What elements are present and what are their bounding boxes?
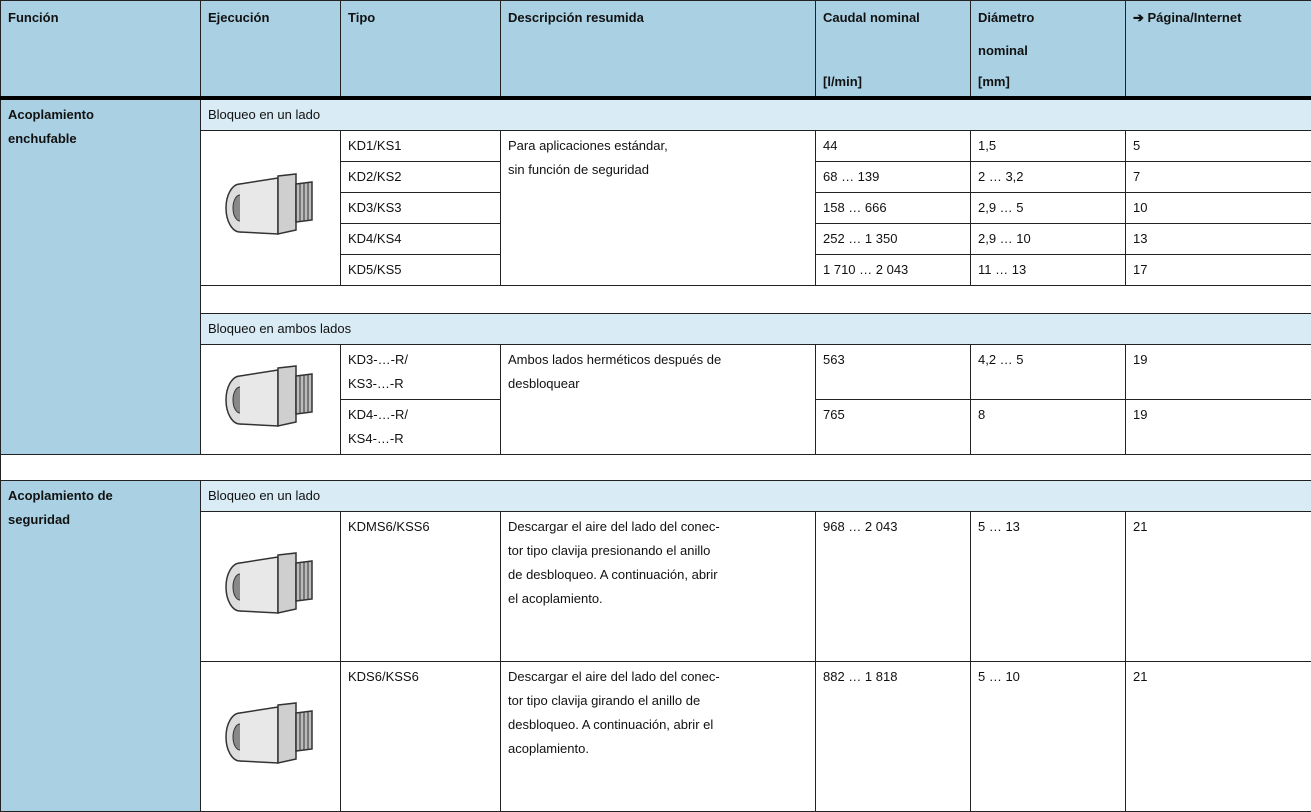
- header-cell: ➔ Página/Internet: [1126, 1, 1311, 99]
- page-cell: 7: [1126, 162, 1311, 193]
- diameter-cell: 2,9 … 5: [971, 193, 1126, 224]
- variant-cell: Bloqueo en un lado: [201, 481, 1311, 512]
- flow-cell: 158 … 666: [816, 193, 971, 224]
- blank-cell: [1, 455, 1311, 481]
- coupling-icon: [216, 164, 326, 244]
- page-cell: 19: [1126, 400, 1311, 455]
- header-cell: Caudal nominal [l/min]: [816, 1, 971, 99]
- flow-cell: 44: [816, 131, 971, 162]
- diameter-cell: 1,5: [971, 131, 1126, 162]
- page-cell: 5: [1126, 131, 1311, 162]
- coupling-icon: [216, 693, 326, 773]
- header-cell: Tipo: [341, 1, 501, 99]
- header-cell: Diámetro nominal [mm]: [971, 1, 1126, 99]
- description-cell: Ambos lados herméticos después de desblo…: [501, 345, 816, 455]
- type-cell: KD4/KS4: [341, 224, 501, 255]
- image-cell: [201, 662, 341, 812]
- type-cell: KD5/KS5: [341, 255, 501, 286]
- flow-cell: 68 … 139: [816, 162, 971, 193]
- diameter-cell: 2,9 … 10: [971, 224, 1126, 255]
- diameter-cell: 2 … 3,2: [971, 162, 1126, 193]
- diameter-cell: 5 … 13: [971, 512, 1126, 662]
- header-label: Diámetro nominal: [978, 1, 1118, 67]
- page-cell: 21: [1126, 662, 1311, 812]
- header-label: Ejecución: [208, 1, 333, 34]
- type-cell: KD1/KS1: [341, 131, 501, 162]
- flow-cell: 968 … 2 043: [816, 512, 971, 662]
- variant-cell: Bloqueo en ambos lados: [201, 314, 1311, 345]
- flow-cell: 765: [816, 400, 971, 455]
- type-cell: KD3/KS3: [341, 193, 501, 224]
- diameter-cell: 4,2 … 5: [971, 345, 1126, 400]
- page-cell: 17: [1126, 255, 1311, 286]
- header-label: ➔ Página/Internet: [1133, 1, 1304, 34]
- type-cell: KDS6/KSS6: [341, 662, 501, 812]
- image-cell: [201, 512, 341, 662]
- page: Acoplamientos {"table": { "header": [ {"…: [0, 0, 1311, 783]
- type-cell: KD3-…-R/ KS3-…-R: [341, 345, 501, 400]
- page-cell: 10: [1126, 193, 1311, 224]
- description-cell: Descargar el aire del lado del conec- to…: [501, 512, 816, 662]
- type-cell: KD4-…-R/ KS4-…-R: [341, 400, 501, 455]
- section-gap: [1, 455, 1311, 481]
- variant-cell: Bloqueo en un lado: [201, 98, 1311, 131]
- header-cell: Función: [1, 1, 201, 99]
- description-cell: Para aplicaciones estándar, sin función …: [501, 131, 816, 286]
- diameter-cell: 5 … 10: [971, 662, 1126, 812]
- header-label: Tipo: [348, 1, 493, 34]
- image-cell: [201, 131, 341, 286]
- type-cell: KD2/KS2: [341, 162, 501, 193]
- page-cell: 19: [1126, 345, 1311, 400]
- function-cell: Acoplamiento de seguridad: [1, 481, 201, 812]
- header-label: Caudal nominal: [823, 1, 963, 34]
- page-body: Función Ejecución Tipo Descripción resumida…: [0, 0, 1311, 783]
- diameter-cell: 11 … 13: [971, 255, 1126, 286]
- header-unit: [mm]: [978, 70, 1010, 94]
- coupling-icon: [216, 356, 326, 436]
- header-unit: [l/min]: [823, 70, 862, 94]
- image-cell: [201, 345, 341, 455]
- header-cell: Ejecución: [201, 1, 341, 99]
- blank-cell: [201, 286, 1311, 314]
- function-cell: Acoplamiento enchufable: [1, 98, 201, 455]
- flow-cell: 1 710 … 2 043: [816, 255, 971, 286]
- flow-cell: 882 … 1 818: [816, 662, 971, 812]
- header-cell: Descripción resumida: [501, 1, 816, 99]
- header-label: Función: [8, 1, 193, 34]
- flow-cell: 252 … 1 350: [816, 224, 971, 255]
- coupling-icon: [216, 543, 326, 623]
- diameter-cell: 8: [971, 400, 1126, 455]
- header-label: Descripción resumida: [508, 1, 808, 34]
- flow-cell: 563: [816, 345, 971, 400]
- page-cell: 13: [1126, 224, 1311, 255]
- table-header: Función Ejecución Tipo Descripción resumida…: [1, 1, 1311, 99]
- header-row: Función Ejecución Tipo Descripción resumida…: [1, 1, 1311, 99]
- type-cell: KDMS6/KSS6: [341, 512, 501, 662]
- description-cell: Descargar el aire del lado del conec- to…: [501, 662, 816, 812]
- page-cell: 21: [1126, 512, 1311, 662]
